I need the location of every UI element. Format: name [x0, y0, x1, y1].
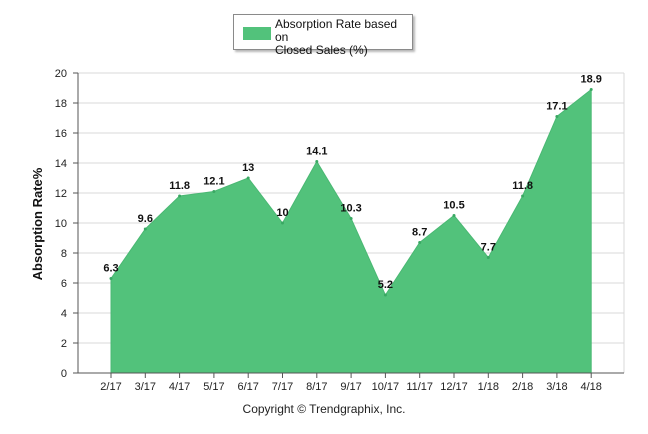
data-point-8/17: [315, 160, 319, 163]
data-point-1/18: [486, 256, 490, 259]
y-tick-label-2: 2: [61, 338, 67, 350]
data-label-10/17: 5.2: [378, 279, 393, 291]
data-point-3/17: [143, 227, 147, 231]
data-point-4/17: [178, 194, 182, 198]
data-point-2/18: [521, 194, 525, 198]
y-tick-label-14: 14: [55, 158, 67, 170]
data-label-3/17: 9.6: [138, 213, 153, 225]
data-point-11/17: [418, 241, 422, 244]
y-tick-label-8: 8: [61, 248, 67, 260]
data-label-7/17: 10: [276, 207, 288, 219]
y-tick-label-16: 16: [55, 128, 67, 140]
y-tick-label-10: 10: [55, 218, 67, 230]
data-label-9/17: 10.3: [340, 203, 361, 215]
data-label-6/17: 13: [242, 162, 254, 174]
legend-label: Absorption Rate based on Closed Sales (%…: [275, 18, 410, 57]
x-tick-label-5/17: 5/17: [203, 381, 224, 393]
data-point-12/17: [452, 214, 456, 217]
y-axis-title: Absorption Rate%: [30, 167, 45, 280]
data-label-8/17: 14.1: [306, 146, 327, 158]
y-tick-label-12: 12: [55, 188, 67, 200]
y-tick-label-0: 0: [61, 368, 67, 380]
data-label-5/17: 12.1: [203, 176, 224, 188]
x-tick-label-6/17: 6/17: [237, 381, 258, 393]
x-tick-label-12/17: 12/17: [440, 381, 468, 393]
data-point-3/18: [555, 115, 559, 118]
x-tick-label-4/18: 4/18: [580, 381, 601, 393]
data-label-4/17: 11.8: [169, 180, 190, 192]
x-tick-label-1/18: 1/18: [478, 381, 499, 393]
legend-swatch: [243, 27, 271, 40]
x-tick-label-4/17: 4/17: [169, 381, 190, 393]
legend-label-line2: Closed Sales (%): [275, 43, 368, 57]
x-tick-label-8/17: 8/17: [306, 381, 327, 393]
legend-label-line1: Absorption Rate based on: [275, 17, 398, 44]
data-point-4/18: [589, 88, 593, 91]
data-label-3/18: 17.1: [546, 101, 567, 113]
x-tick-label-10/17: 10/17: [372, 381, 400, 393]
y-tick-label-20: 20: [55, 68, 67, 80]
x-tick-label-7/17: 7/17: [272, 381, 293, 393]
y-tick-label-18: 18: [55, 98, 67, 110]
data-label-2/18: 11.8: [512, 180, 533, 192]
chart-legend: Absorption Rate based on Closed Sales (%…: [233, 14, 413, 57]
data-label-2/17: 6.3: [103, 263, 118, 275]
y-tick-label-4: 4: [61, 308, 67, 320]
data-point-2/17: [109, 277, 113, 280]
data-point-6/17: [246, 176, 250, 180]
data-point-5/17: [212, 190, 216, 193]
data-point-10/17: [383, 293, 387, 297]
data-label-1/18: 7.7: [481, 242, 496, 254]
copyright-text: Copyright © Trendgraphix, Inc.: [242, 402, 406, 416]
data-point-7/17: [281, 221, 284, 225]
x-tick-label-2/18: 2/18: [512, 381, 533, 393]
x-tick-label-3/17: 3/17: [135, 381, 156, 393]
y-tick-labels: 0 2 4 6 8 10 12 14 16 18 20: [55, 68, 67, 380]
x-tick-label-9/17: 9/17: [340, 381, 361, 393]
axes: [73, 72, 624, 378]
x-tick-label-2/17: 2/17: [100, 381, 121, 393]
x-tick-label-11/17: 11/17: [406, 381, 433, 393]
y-tick-label-6: 6: [61, 278, 67, 290]
x-tick-label-3/18: 3/18: [546, 381, 567, 393]
x-tick-labels: 2/17 3/17 4/17 5/17 6/17 7/17 8/17 9/17 10/17 11/…: [100, 381, 602, 393]
data-label-11/17: 8.7: [412, 227, 427, 239]
data-labels: 6.3 9.6 11.8 12.1 13 10 14.1 10.3 5.2 8.7 10.5 7.7 1…: [103, 74, 602, 297]
data-label-12/17: 10.5: [443, 200, 464, 212]
data-label-4/18: 18.9: [580, 74, 601, 86]
absorption-rate-area: [110, 88, 592, 374]
data-point-9/17: [349, 217, 353, 220]
